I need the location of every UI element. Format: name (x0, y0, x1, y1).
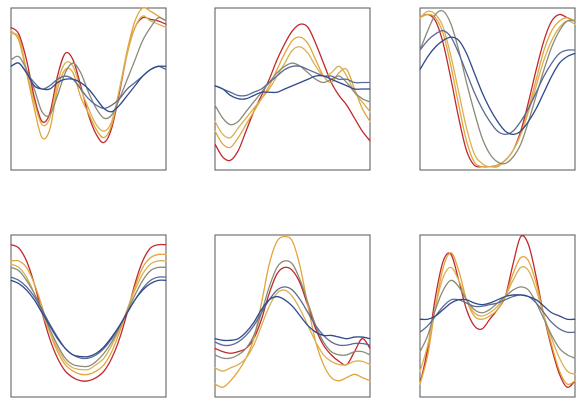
panel-1-series-line-navy (10, 62, 167, 113)
panel-5-series-line-gold (214, 289, 371, 372)
panel-2-frame (214, 7, 371, 171)
panel-4-series-line-orange (10, 253, 167, 376)
panel-5-series-line-orange (214, 235, 371, 388)
panel-3-series-line-navy (419, 36, 576, 136)
panel-2-series-line-olive (214, 62, 371, 126)
panel-4-series-line-red (10, 243, 167, 382)
chart-panel-2 (214, 7, 371, 171)
panel-5-series-line-navy (214, 295, 371, 342)
panel-5-frame (214, 234, 371, 398)
panel-1-series-line-gold (10, 15, 167, 132)
panel-1-series-lines (10, 6, 167, 144)
panel-4-frame (10, 234, 167, 398)
panel-1-series-line-orange (10, 6, 167, 140)
panel-6-frame (419, 234, 576, 398)
panel-4-series-line-navy (10, 279, 167, 358)
chart-panel-6 (419, 234, 576, 398)
panel-4-series-line-slate (10, 276, 167, 360)
chart-panel-4 (10, 234, 167, 398)
panel-3-series-lines (419, 9, 576, 168)
panel-3-series-line-olive (419, 9, 576, 165)
panel-1-series-line-red (10, 16, 167, 144)
chart-panel-3 (419, 7, 576, 171)
panel-2-series-lines (214, 23, 371, 162)
panel-6-series-line-slate (419, 294, 576, 334)
panel-5-series-line-olive (214, 260, 371, 360)
panel-2-series-line-orange (214, 36, 371, 149)
panel-2-series-line-slate (214, 65, 371, 97)
chart-panel-1 (10, 6, 167, 171)
panel-3-series-line-slate (419, 29, 576, 136)
panel-6-series-line-orange (419, 252, 576, 386)
panel-2-series-line-navy (214, 74, 371, 100)
panel-2-series-line-red (214, 23, 371, 162)
panel-3-series-line-orange (419, 13, 576, 168)
panel-5-series-lines (214, 235, 371, 388)
panel-4-series-line-olive (10, 266, 167, 368)
panel-1-series-line-olive (10, 16, 167, 120)
panel-2-series-line-gold (214, 46, 371, 139)
panel-6-series-line-navy (419, 294, 576, 321)
panel-3-series-line-gold (419, 10, 576, 168)
chart-panel-5 (214, 234, 371, 398)
panel-6-series-lines (419, 234, 576, 389)
panel-4-series-lines (10, 243, 167, 382)
panel-5-series-line-slate (214, 286, 371, 347)
